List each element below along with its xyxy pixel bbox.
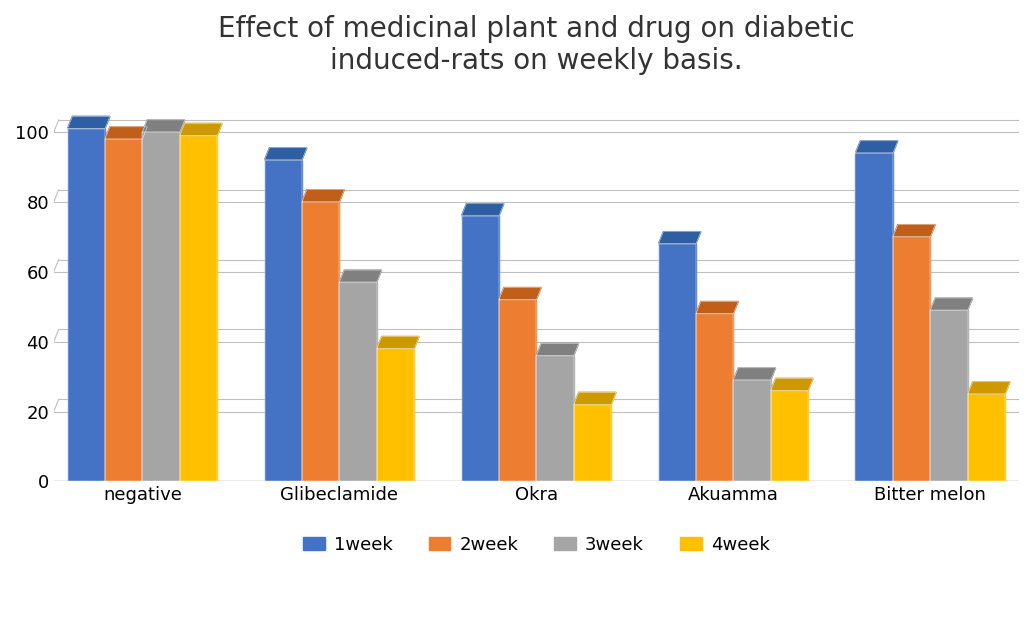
Polygon shape bbox=[696, 302, 738, 314]
Polygon shape bbox=[574, 392, 616, 404]
Polygon shape bbox=[659, 244, 696, 481]
Polygon shape bbox=[733, 380, 770, 481]
Polygon shape bbox=[339, 270, 382, 282]
Polygon shape bbox=[733, 368, 776, 380]
Polygon shape bbox=[499, 288, 541, 300]
Polygon shape bbox=[461, 204, 504, 216]
Title: Effect of medicinal plant and drug on diabetic
induced-rats on weekly basis.: Effect of medicinal plant and drug on di… bbox=[218, 15, 855, 75]
Polygon shape bbox=[968, 382, 1010, 394]
Polygon shape bbox=[302, 189, 344, 202]
Polygon shape bbox=[376, 336, 419, 348]
Polygon shape bbox=[67, 129, 105, 481]
Polygon shape bbox=[105, 127, 147, 139]
Polygon shape bbox=[180, 123, 222, 136]
Polygon shape bbox=[461, 216, 499, 481]
Polygon shape bbox=[105, 139, 143, 481]
Polygon shape bbox=[67, 116, 110, 129]
Polygon shape bbox=[537, 355, 574, 481]
Polygon shape bbox=[855, 141, 898, 153]
Polygon shape bbox=[893, 225, 936, 237]
Polygon shape bbox=[265, 148, 307, 160]
Polygon shape bbox=[659, 232, 701, 244]
Polygon shape bbox=[499, 300, 537, 481]
Legend: 1week, 2week, 3week, 4week: 1week, 2week, 3week, 4week bbox=[296, 529, 777, 561]
Polygon shape bbox=[143, 132, 180, 481]
Polygon shape bbox=[180, 136, 217, 481]
Polygon shape bbox=[893, 237, 931, 481]
Polygon shape bbox=[143, 120, 185, 132]
Polygon shape bbox=[931, 310, 968, 481]
Polygon shape bbox=[265, 160, 302, 481]
Polygon shape bbox=[339, 282, 376, 481]
Polygon shape bbox=[855, 153, 893, 481]
Polygon shape bbox=[537, 343, 579, 355]
Polygon shape bbox=[931, 298, 973, 310]
Polygon shape bbox=[376, 348, 415, 481]
Polygon shape bbox=[574, 404, 611, 481]
Polygon shape bbox=[696, 314, 733, 481]
Polygon shape bbox=[770, 378, 813, 390]
Polygon shape bbox=[770, 390, 809, 481]
Polygon shape bbox=[968, 394, 1005, 481]
Polygon shape bbox=[302, 202, 339, 481]
